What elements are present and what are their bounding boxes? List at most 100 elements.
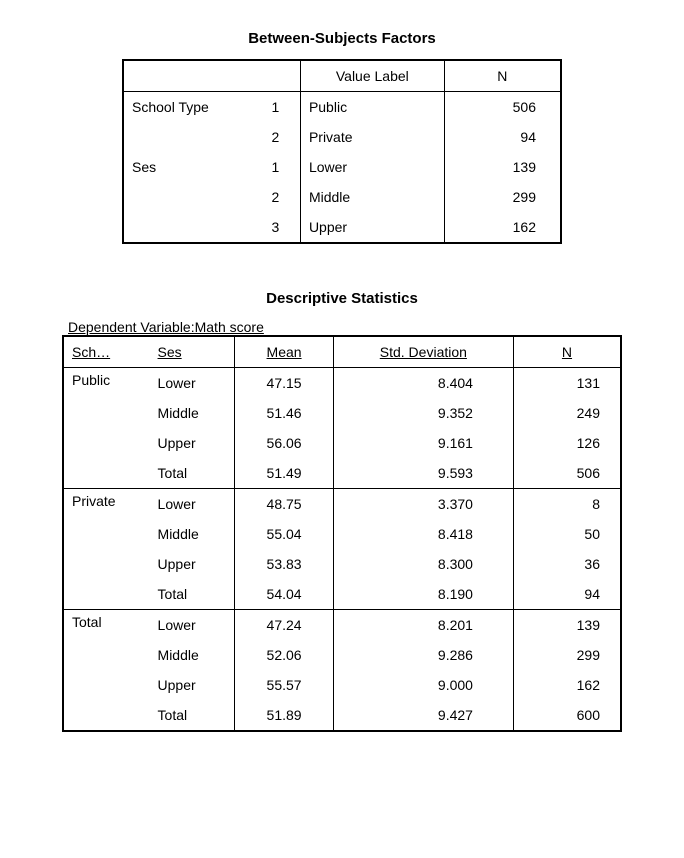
n-cell: 162 (444, 212, 561, 243)
table-row: Upper53.838.30036 (63, 549, 621, 579)
sch-cell (63, 640, 150, 670)
table-row: TotalLower47.248.201139 (63, 610, 621, 641)
level-cell: 2 (251, 122, 300, 152)
factor-cell (123, 122, 251, 152)
table-row: Upper55.579.000162 (63, 670, 621, 700)
table-row: Total51.899.427600 (63, 700, 621, 731)
table-row: Ses1Lower139 (123, 152, 561, 182)
n-cell: 299 (444, 182, 561, 212)
sd-cell: 9.352 (333, 398, 513, 428)
col-header-sd: Std. Deviation (333, 336, 513, 368)
mean-cell: 52.06 (235, 640, 333, 670)
mean-cell: 55.04 (235, 519, 333, 549)
ses-cell: Upper (150, 670, 235, 700)
label-cell: Public (300, 92, 444, 123)
sd-cell: 8.201 (333, 610, 513, 641)
n-cell: 162 (513, 670, 621, 700)
table-row: School Type1Public506 (123, 92, 561, 123)
n-cell: 8 (513, 489, 621, 520)
sch-cell (63, 398, 150, 428)
ses-cell: Total (150, 458, 235, 489)
col-header-mean: Mean (235, 336, 333, 368)
label-cell: Lower (300, 152, 444, 182)
mean-cell: 48.75 (235, 489, 333, 520)
level-cell: 1 (251, 152, 300, 182)
table-row: Upper56.069.161126 (63, 428, 621, 458)
table-row: Total51.499.593506 (63, 458, 621, 489)
label-cell: Upper (300, 212, 444, 243)
n-cell: 50 (513, 519, 621, 549)
table-row: Middle52.069.286299 (63, 640, 621, 670)
factor-cell (123, 182, 251, 212)
descriptive-statistics-table: Sch… Ses Mean Std. Deviation N PublicLow… (62, 335, 622, 732)
sch-cell: Public (63, 368, 150, 399)
n-cell: 299 (513, 640, 621, 670)
mean-cell: 54.04 (235, 579, 333, 610)
ses-cell: Total (150, 579, 235, 610)
sd-cell: 8.418 (333, 519, 513, 549)
mean-cell: 56.06 (235, 428, 333, 458)
table-row: 2Middle299 (123, 182, 561, 212)
n-cell: 94 (444, 122, 561, 152)
level-cell: 2 (251, 182, 300, 212)
sch-cell (63, 428, 150, 458)
n-cell: 139 (513, 610, 621, 641)
ses-cell: Lower (150, 368, 235, 399)
n-cell: 249 (513, 398, 621, 428)
n-cell: 600 (513, 700, 621, 731)
table-row: 3Upper162 (123, 212, 561, 243)
table1-title: Between-Subjects Factors (30, 30, 654, 47)
sd-cell: 9.286 (333, 640, 513, 670)
sd-cell: 8.404 (333, 368, 513, 399)
sch-cell (63, 670, 150, 700)
ses-cell: Lower (150, 489, 235, 520)
ses-cell: Middle (150, 640, 235, 670)
n-cell: 131 (513, 368, 621, 399)
n-cell: 94 (513, 579, 621, 610)
table2-caption: Dependent Variable:Math score (68, 319, 622, 335)
sch-cell (63, 549, 150, 579)
table2-title: Descriptive Statistics (30, 290, 654, 307)
n-cell: 36 (513, 549, 621, 579)
ses-cell: Lower (150, 610, 235, 641)
col-header-ses: Ses (150, 336, 235, 368)
ses-cell: Middle (150, 398, 235, 428)
table-row: PublicLower47.158.404131 (63, 368, 621, 399)
col-header-sch: Sch… (63, 336, 150, 368)
sch-cell: Total (63, 610, 150, 641)
sd-cell: 9.000 (333, 670, 513, 700)
sch-cell (63, 700, 150, 731)
table-row: Total54.048.19094 (63, 579, 621, 610)
table-row: 2Private94 (123, 122, 561, 152)
sd-cell: 3.370 (333, 489, 513, 520)
ses-cell: Upper (150, 428, 235, 458)
ses-cell: Total (150, 700, 235, 731)
between-subjects-factors-table: Value Label N School Type1Public5062Priv… (122, 59, 562, 244)
sch-cell (63, 519, 150, 549)
mean-cell: 55.57 (235, 670, 333, 700)
mean-cell: 47.15 (235, 368, 333, 399)
table-row: Middle55.048.41850 (63, 519, 621, 549)
sd-cell: 9.427 (333, 700, 513, 731)
mean-cell: 51.46 (235, 398, 333, 428)
sd-cell: 9.593 (333, 458, 513, 489)
n-cell: 506 (444, 92, 561, 123)
table-row: PrivateLower48.753.3708 (63, 489, 621, 520)
n-cell: 506 (513, 458, 621, 489)
ses-cell: Middle (150, 519, 235, 549)
mean-cell: 53.83 (235, 549, 333, 579)
sd-cell: 8.190 (333, 579, 513, 610)
level-cell: 1 (251, 92, 300, 123)
level-cell: 3 (251, 212, 300, 243)
mean-cell: 47.24 (235, 610, 333, 641)
mean-cell: 51.49 (235, 458, 333, 489)
col-header-value-label: Value Label (300, 60, 444, 92)
n-cell: 139 (444, 152, 561, 182)
sch-cell: Private (63, 489, 150, 520)
sd-cell: 8.300 (333, 549, 513, 579)
factor-cell: School Type (123, 92, 251, 123)
mean-cell: 51.89 (235, 700, 333, 731)
factor-cell (123, 212, 251, 243)
sch-cell (63, 458, 150, 489)
label-cell: Middle (300, 182, 444, 212)
